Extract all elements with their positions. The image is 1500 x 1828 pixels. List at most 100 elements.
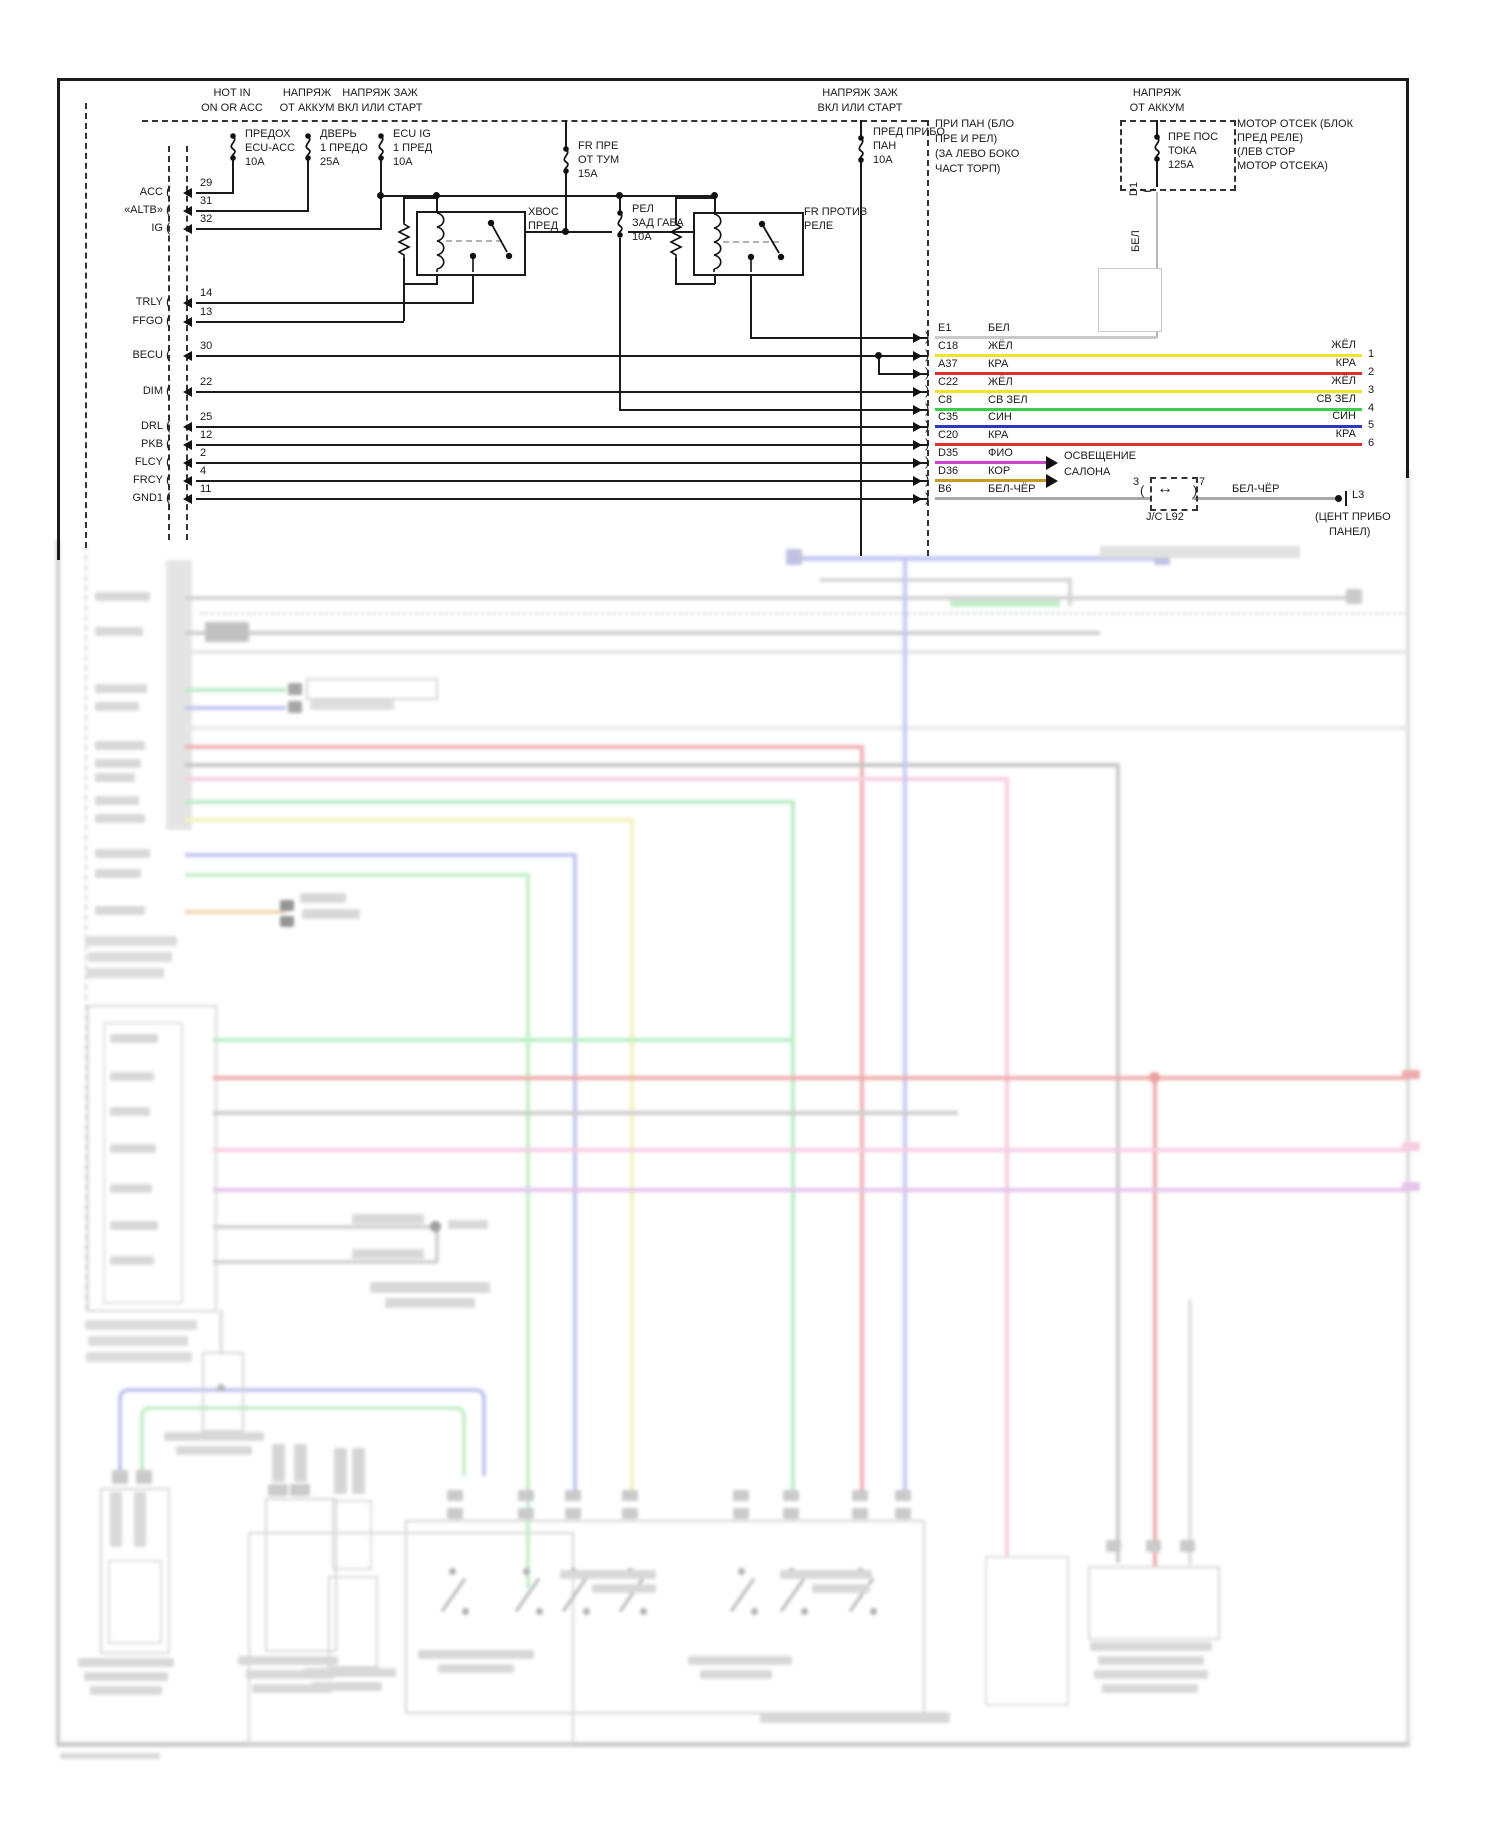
fuse-label: ТОКА [1168,145,1197,157]
junction-paren: ( [1140,483,1145,498]
blurred-wire [140,1406,466,1476]
connector-paren: ) [925,454,930,469]
header-batt-2: ОТ АККУМ [279,102,335,114]
relay-tail-label: ХВОС [528,206,559,218]
blurred-text [85,936,177,946]
wire-color-d36: КОР [988,465,1011,477]
connector-arrow-icon [913,476,927,486]
blurred-label [812,1584,870,1593]
blurred-connector [565,1490,581,1501]
note-motor: (ЛЕВ СТОР [1237,146,1296,158]
wire-colored [935,354,1362,357]
blurred-component-box [328,1576,378,1668]
fuse-label: 1 ПРЕД [393,142,433,154]
ecu-pin-number: 2 [200,447,207,459]
blurred-label [95,702,139,711]
blurred-label [95,869,141,878]
connector-paren: ) [925,436,930,451]
blurred-contact [738,1568,745,1575]
blurred-label [176,1446,252,1455]
wire-bel-white [1156,192,1158,338]
blurred-connector [1154,549,1170,565]
wire-color-bel-cher: БЕЛ-ЧЁР [1232,483,1280,495]
blurred-label [110,1256,154,1265]
relay-fog-label: FR ПРОТИВ [804,206,868,218]
ecu-pin-label-ig: IG [151,222,163,234]
pin-arrow-icon [178,458,192,468]
fuse-label: РЕЛ [632,203,654,215]
fuse-label: 10A [632,231,652,243]
blurred-label [1090,1642,1212,1651]
blurred-label [95,759,141,768]
connector-dashed-line [168,146,170,540]
wire-pin-c18: C18 [938,340,959,352]
blurred-label [110,1221,158,1230]
wire-color-c35: СИН [988,411,1012,423]
blurred-label [95,592,150,601]
header-batt-right: НАПРЯЖ [1132,87,1182,99]
fuse-icon [305,133,311,161]
relay-fog-box [693,212,804,276]
wire [565,173,567,233]
blurred-border [56,540,60,1746]
connector-paren: ) [925,365,930,380]
blurred-label [418,1650,534,1659]
junction-connector-box [1150,477,1198,511]
blurred-connector [622,1508,638,1519]
wire-pin-c20: C20 [938,429,959,441]
blurred-contact [801,1608,808,1615]
header-batt-right-2: ОТ АККУМ [1129,102,1185,114]
blurred-junction [430,1221,441,1232]
blurred-wire [185,650,1408,654]
fuse-icon [1154,134,1160,162]
blurred-junction [217,1384,225,1392]
pin-paren: ( [166,454,171,469]
wire [380,195,715,197]
ecu-pin-number: 11 [200,483,212,495]
ecu-pin-label-frcy: FRCY [133,474,163,486]
blurred-text [85,1320,197,1330]
wire [878,373,928,375]
blurred-filament [272,1444,285,1482]
ecu-pin-number: 32 [200,213,213,225]
note-pri-pan: (ЗА ЛЕВО БОКО [935,148,1020,160]
blurred-wire [950,598,1060,607]
pin-arrow-icon [178,224,192,234]
wire [675,197,677,222]
blurred-connector [622,1490,638,1501]
wire [307,159,309,212]
connector-paren: ) [925,472,930,487]
fuse-label: 25A [320,156,340,168]
ground-note-2: ПАНЕЛ) [1329,526,1371,538]
header-ign-right-2: ВКЛ ИЛИ СТАРТ [817,102,903,114]
note-interior-light: ОСВЕЩЕНИЕ [1064,450,1137,462]
blurred-wire [213,1260,437,1264]
wire-colored [935,479,1046,482]
blurred-junction [1149,1072,1160,1083]
blurred-wire [630,818,634,1490]
blurred-label [95,849,150,858]
blurred-wire [185,873,530,877]
blurred-connector [895,1508,911,1519]
fuse-label: 10A [873,154,893,166]
blurred-wire [213,1038,793,1042]
blurred-wire [573,853,577,1490]
connector-paren: ) [925,383,930,398]
ground-tick [1345,491,1347,506]
blurred-border [1406,470,1410,1746]
edge-wire-number: 4 [1368,402,1375,414]
blurred-wire [213,1076,1408,1080]
blurred-filament [110,1492,122,1547]
fuse-label: ECU-ACC [245,142,296,154]
connector-arrow-icon [913,333,927,343]
ecu-pin-label-becu: BECU [132,349,163,361]
edge-wire-name: СИН [1332,410,1356,422]
blurred-wire [1005,777,1009,1557]
power-rail-dashed [142,120,927,122]
blurred-connector [786,549,802,565]
blurred-contact [870,1608,877,1615]
label-cover-box [1098,268,1162,332]
edge-wire-name: КРА [1335,428,1356,440]
blurred-label [110,1107,150,1116]
connector-paren: ) [925,490,930,505]
